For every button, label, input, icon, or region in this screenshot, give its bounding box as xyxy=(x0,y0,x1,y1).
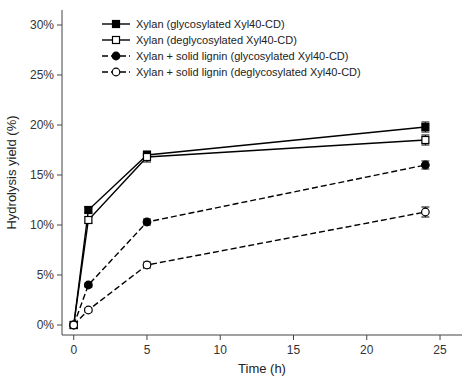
x-tick-label: 0 xyxy=(70,343,77,357)
x-tick xyxy=(366,335,367,340)
legend-label: Xylan + solid lignin (glycosylated Xyl40… xyxy=(136,50,348,62)
x-tick-label: 5 xyxy=(144,343,151,357)
x-tick-label: 15 xyxy=(287,343,301,357)
y-tick-label: 10% xyxy=(30,218,54,232)
point xyxy=(143,261,151,269)
y-tick xyxy=(57,75,62,76)
x-axis-line xyxy=(62,335,462,336)
legend-label: Xylan (glycosylated Xyl40-CD) xyxy=(136,18,285,30)
legend-marker xyxy=(113,37,120,44)
y-tick xyxy=(57,25,62,26)
y-tick-label: 5% xyxy=(37,268,55,282)
point xyxy=(422,208,430,216)
chart: 0 5 10 15 20 25 0% 5% 10% 15% 20% 25% 30% Time (h) Hyd… xyxy=(0,0,474,381)
point xyxy=(143,154,150,161)
series-line xyxy=(74,140,426,325)
series-line xyxy=(74,165,426,325)
error-bar xyxy=(143,219,151,225)
series xyxy=(70,135,430,329)
point xyxy=(85,207,92,214)
point xyxy=(85,281,93,289)
point xyxy=(422,124,429,131)
error-bar xyxy=(143,152,151,162)
x-tick-label: 20 xyxy=(360,343,374,357)
point xyxy=(70,321,78,329)
point xyxy=(85,306,93,314)
series xyxy=(70,207,430,329)
y-axis-line xyxy=(62,10,63,335)
point xyxy=(422,161,430,169)
point xyxy=(70,322,77,329)
x-axis-label: Time (h) xyxy=(238,361,286,376)
y-tick-label: 20% xyxy=(30,118,54,132)
legend-marker xyxy=(112,52,120,60)
legend-marker xyxy=(112,68,120,76)
y-tick-label: 15% xyxy=(30,168,54,182)
error-bar xyxy=(84,207,92,213)
error-bar xyxy=(421,161,429,169)
legend-marker xyxy=(113,21,120,28)
error-bar xyxy=(143,262,151,268)
x-tick xyxy=(220,335,221,340)
error-bar xyxy=(84,217,92,223)
x-tick xyxy=(440,335,441,340)
plot-area xyxy=(70,122,430,329)
series xyxy=(70,161,430,329)
y-tick xyxy=(57,325,62,326)
y-tick xyxy=(57,225,62,226)
point xyxy=(422,137,429,144)
point xyxy=(143,218,151,226)
error-bar xyxy=(421,135,429,145)
y-tick-label: 30% xyxy=(30,18,54,32)
y-tick-label: 25% xyxy=(30,68,54,82)
y-tick xyxy=(57,275,62,276)
point xyxy=(70,321,78,329)
x-tick xyxy=(146,335,147,340)
error-bar xyxy=(421,122,429,132)
error-bar xyxy=(421,207,429,217)
series-line xyxy=(74,212,426,325)
y-axis: 0% 5% 10% 15% 20% 25% 30% xyxy=(30,18,62,332)
series-line xyxy=(74,127,426,325)
x-tick-label: 10 xyxy=(214,343,228,357)
legend: Xylan (glycosylated Xyl40-CD) Xylan (degl… xyxy=(102,18,361,78)
series xyxy=(70,122,430,329)
legend-label: Xylan (deglycosylated Xyl40-CD) xyxy=(136,34,297,46)
point xyxy=(70,322,77,329)
y-tick-label: 0% xyxy=(37,318,55,332)
x-tick-label: 25 xyxy=(433,343,447,357)
x-tick xyxy=(293,335,294,340)
legend-label: Xylan + solid lignin (deglycosylated Xyl… xyxy=(136,66,361,78)
x-tick xyxy=(73,335,74,340)
point xyxy=(85,217,92,224)
y-axis-label: Hydrolysis yield (%) xyxy=(4,115,19,229)
x-axis: 0 5 10 15 20 25 xyxy=(70,335,447,357)
y-tick xyxy=(57,125,62,126)
y-tick xyxy=(57,175,62,176)
